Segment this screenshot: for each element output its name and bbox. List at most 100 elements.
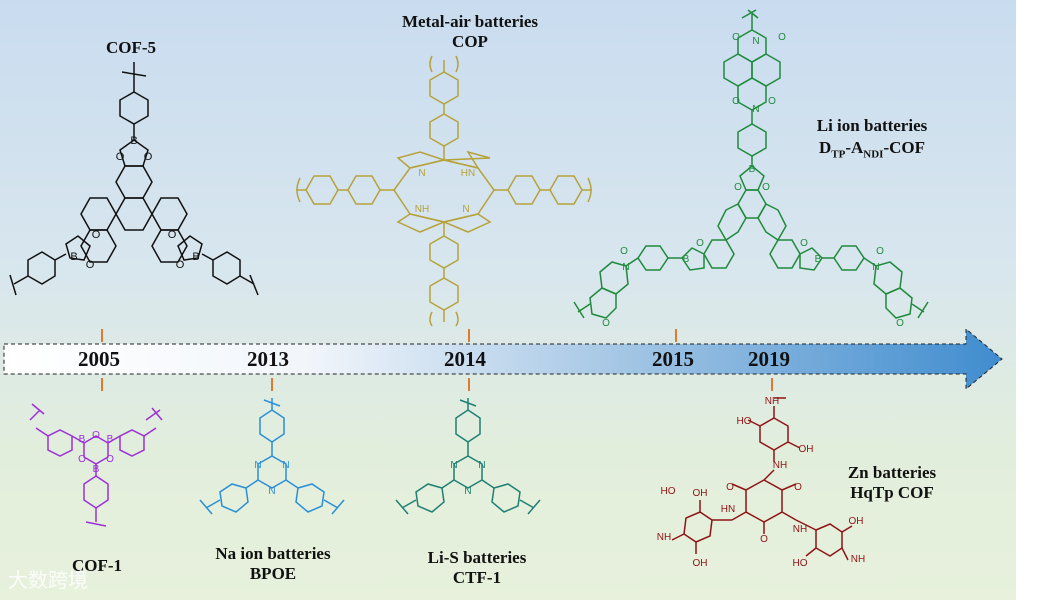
ndi-n-1: N: [752, 36, 759, 47]
cof5-oxygen-4: O: [86, 259, 95, 271]
ndi-o-2: O: [778, 32, 786, 43]
ndi-b-left: B: [683, 254, 690, 265]
hqtp-nh-mid: NH: [773, 460, 787, 471]
hqtp-o-3: O: [760, 534, 768, 545]
hqtp-oh-left: OH: [693, 488, 708, 499]
ctf1-n-1: N: [450, 460, 457, 471]
tick-2015-top: [675, 329, 677, 342]
cof1-o-3: O: [106, 454, 114, 465]
hqtp-oh-top: OH: [799, 444, 814, 455]
ndi-o-1: O: [732, 32, 740, 43]
cof5-boron-top: B: [130, 135, 137, 147]
label-na-line2: BPOE: [249, 564, 297, 583]
year-2015: 2015: [652, 347, 694, 371]
hqtp-nh-left: NH: [657, 532, 671, 543]
cof1-b-3: B: [93, 464, 100, 475]
cof5-oxygen-6: O: [176, 259, 185, 271]
label-ndi: NDI: [863, 148, 884, 161]
hqtp-atoms: NH HO OH NH O O O HN NH OH HO NH OH OH H…: [657, 396, 865, 569]
cof5-oxygen-3: O: [92, 229, 101, 241]
tick-2005-top: [101, 329, 103, 342]
hqtp-oh-left2: OH: [693, 558, 708, 569]
ndi-o-9: O: [620, 246, 628, 257]
cop-n-1: N: [418, 168, 425, 179]
cof5-oxygen-5: O: [168, 229, 177, 241]
year-2014: 2014: [444, 347, 486, 371]
watermark: 大数跨境: [8, 568, 88, 592]
ndi-o-8: O: [800, 238, 808, 249]
tick-2014-top: [468, 329, 470, 342]
label-d: D: [818, 138, 832, 157]
label-lis-line1: Li-S batteries: [427, 548, 527, 567]
cof5-oxygen-1: O: [116, 151, 125, 163]
label-metal-air-line2: COP: [452, 32, 488, 51]
ndi-o-3: O: [732, 96, 740, 107]
cof1-o-1: O: [92, 430, 100, 441]
label-zn: Zn batteries HqTp COF: [822, 463, 962, 503]
cof1-atoms: B O B O O B: [78, 430, 114, 475]
cof1-structure: [29, 403, 163, 527]
bpoe-structure: [199, 398, 345, 515]
cof1-o-2: O: [78, 454, 86, 465]
ctf1-atoms: N N N: [450, 460, 485, 497]
label-li-ion-line2: DTP-ANDI-COF: [792, 138, 952, 164]
cof5-oxygen-2: O: [144, 151, 153, 163]
label-a: -A: [845, 138, 864, 157]
cop-hn: HN: [461, 168, 475, 179]
cof1-b-1: B: [79, 434, 86, 445]
hqtp-ho-right: HO: [793, 558, 808, 569]
label-li-ion: Li ion batteries DTP-ANDI-COF: [792, 116, 952, 164]
cop-atoms: N HN NH N: [415, 168, 475, 215]
ndi-b-top: B: [749, 164, 756, 175]
bpoe-n-2: N: [282, 460, 289, 471]
cof5-structure: [9, 62, 259, 296]
label-zn-line1: Zn batteries: [847, 463, 937, 482]
hqtp-ho-left: HO: [661, 486, 676, 497]
label-metal-air: Metal-air batteries COP: [390, 12, 550, 52]
ndi-b-right: B: [815, 254, 822, 265]
ndi-o-7: O: [696, 238, 704, 249]
cop-n-2: N: [462, 204, 469, 215]
year-2013: 2013: [247, 347, 289, 371]
timeline-arrow: [3, 327, 1003, 391]
hqtp-oh-right: OH: [849, 516, 864, 527]
dtp-andi-cof-structure: [573, 9, 929, 319]
cof1-b-2: B: [107, 434, 114, 445]
ndi-o-11: O: [602, 318, 610, 329]
bpoe-n-1: N: [254, 460, 261, 471]
bpoe-n-3: N: [268, 486, 275, 497]
label-cof5: COF-5: [106, 38, 157, 57]
ndi-o-6: O: [762, 182, 770, 193]
hqtp-nh-right2: NH: [851, 554, 865, 565]
cof5-boron-left: B: [70, 251, 77, 263]
ndi-o-4: O: [768, 96, 776, 107]
hqtp-nh-right: NH: [793, 524, 807, 535]
ndi-o-12: O: [896, 318, 904, 329]
label-li-ion-line1: Li ion batteries: [816, 116, 928, 135]
hqtp-hn-left: HN: [721, 504, 735, 515]
ndi-n-2: N: [752, 104, 759, 115]
label-na-line1: Na ion batteries: [215, 544, 331, 563]
ctf1-structure: [395, 398, 541, 515]
cop-nh: NH: [415, 204, 429, 215]
tick-2014-bottom: [468, 378, 470, 391]
ndi-o-5: O: [734, 182, 742, 193]
cof5-boron-right: B: [192, 251, 199, 263]
label-cof: -COF: [883, 138, 925, 157]
bpoe-atoms: N N N: [254, 460, 289, 497]
ctf1-n-3: N: [464, 486, 471, 497]
ndi-n-3: N: [622, 262, 629, 273]
label-lis: Li-S batteries CTF-1: [402, 548, 552, 588]
dtp-andi-cof-atoms: O N O O N O B O O B B O O N N O O O O: [602, 32, 904, 329]
ndi-n-4: N: [872, 262, 879, 273]
ctf1-n-2: N: [478, 460, 485, 471]
label-metal-air-line1: Metal-air batteries: [401, 12, 539, 31]
hqtp-ho-top: HO: [737, 416, 752, 427]
ndi-o-10: O: [876, 246, 884, 257]
label-zn-line2: HqTp COF: [850, 483, 934, 502]
hqtp-o-2: O: [794, 482, 802, 493]
year-2019: 2019: [748, 347, 790, 371]
tick-2005-bottom: [101, 378, 103, 391]
label-na-ion: Na ion batteries BPOE: [198, 544, 348, 584]
label-cof1: COF-1: [72, 556, 123, 575]
